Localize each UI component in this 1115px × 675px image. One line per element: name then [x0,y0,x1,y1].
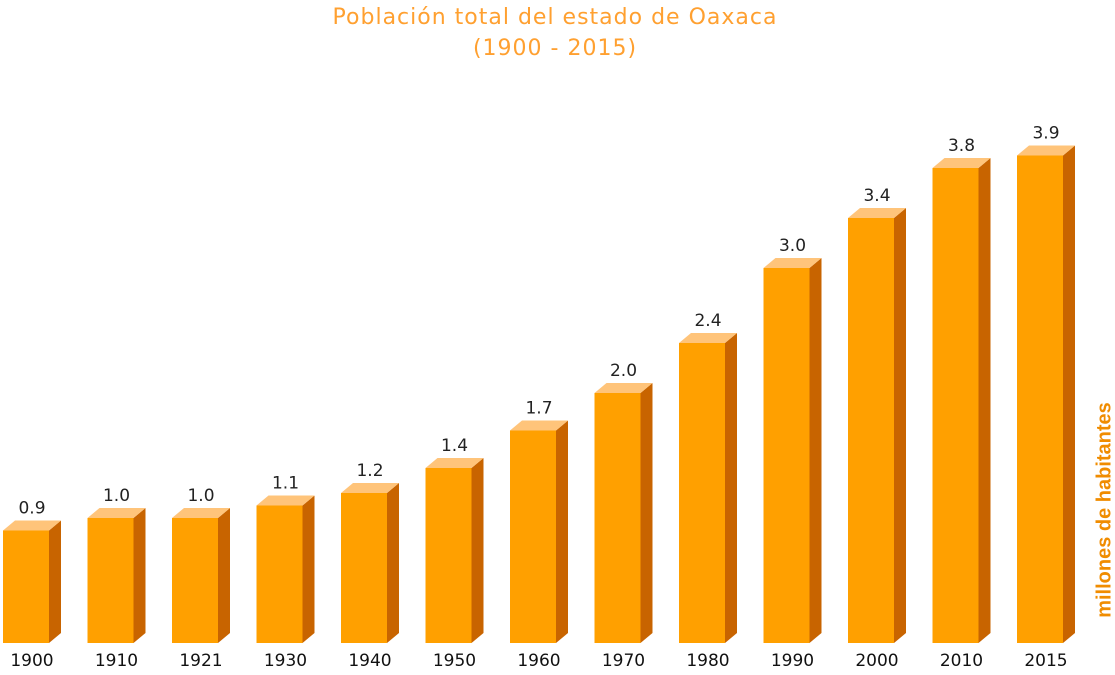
x-tick-label: 1921 [179,651,222,671]
bar-top [510,420,568,431]
data-label: 2.4 [694,311,721,331]
bar-top [87,508,146,518]
bar [848,218,894,643]
bar [425,468,472,643]
x-tick-label: 1940 [348,651,391,671]
x-tick-label: 1970 [602,651,645,671]
x-tick-label: 1900 [10,651,53,671]
bar-top [763,258,822,268]
bar-side [809,258,822,643]
bar-top [594,383,653,393]
data-label: 0.9 [18,499,45,519]
bar [932,168,979,643]
x-tick-label: 1930 [264,651,307,671]
bar [510,430,556,643]
bar-side [978,158,991,643]
bar-side [302,495,315,643]
bar-side [640,383,653,643]
data-label: 3.8 [948,136,975,156]
bar [341,493,387,643]
bar-side [725,333,737,643]
data-label: 3.9 [1032,124,1059,144]
bar-top [848,208,906,218]
bar-side [556,420,568,643]
data-label: 1.1 [272,474,299,494]
bar-side [471,458,484,643]
bar-side [218,508,230,643]
x-tick-label: 2000 [855,651,898,671]
data-label: 1.0 [103,486,130,506]
bar [87,518,134,643]
data-label: 3.0 [779,236,806,256]
x-tick-label: 2010 [940,651,983,671]
bar-top [1017,145,1075,156]
bar-top [256,495,315,506]
bar-top [425,458,484,468]
bar-side [1063,145,1075,643]
y-axis-label: millones de habitantes [1093,402,1115,618]
x-tick-label: 1950 [433,651,476,671]
data-label: 1.4 [441,436,468,456]
bar-top [3,520,61,531]
bar [3,530,49,643]
chart-title: Población total del estado de Oaxaca [333,5,778,30]
bar [679,343,725,643]
bar-side [894,208,906,643]
x-tick-label: 1990 [771,651,814,671]
bar [172,518,218,643]
x-tick-label: 2015 [1024,651,1067,671]
bar [1017,155,1063,643]
bar-top [172,508,230,518]
data-label: 2.0 [610,361,637,381]
x-tick-label: 1960 [517,651,560,671]
data-label: 1.2 [356,461,383,481]
bar-side [49,520,61,643]
bar [594,393,641,643]
data-label: 1.0 [187,486,214,506]
bar-side [387,483,399,643]
bar [763,268,810,643]
x-tick-label: 1980 [686,651,729,671]
data-label: 1.7 [525,399,552,419]
x-tick-label: 1910 [95,651,138,671]
bar-top [932,158,991,168]
bar-top [341,483,399,493]
data-label: 3.4 [863,186,890,206]
bar-side [133,508,146,643]
bar-top [679,333,737,343]
bar [256,505,303,643]
chart-subtitle: (1900 - 2015) [473,36,637,61]
